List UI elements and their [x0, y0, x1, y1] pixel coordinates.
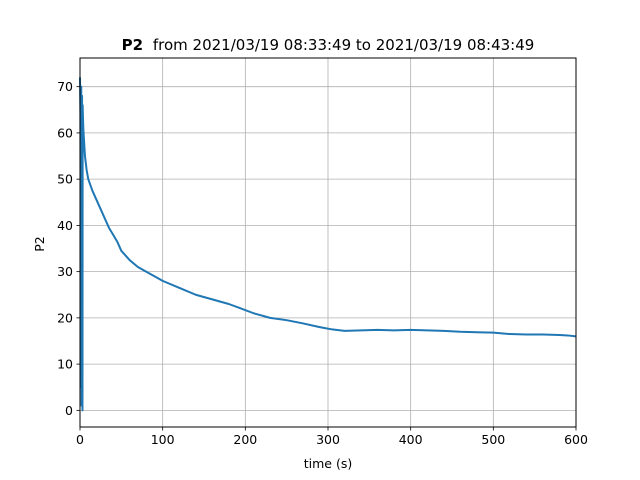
y-tick-label: 50	[57, 172, 73, 187]
y-tick-label: 10	[57, 357, 73, 372]
x-tick-label: 500	[481, 432, 505, 447]
y-tick-label: 20	[57, 310, 73, 325]
grid-lines	[79, 58, 577, 427]
chart-title: P2 from 2021/03/19 08:33:49 to 2021/03/1…	[122, 36, 535, 54]
y-tick-label: 0	[65, 403, 73, 418]
x-tick-label: 100	[151, 432, 175, 447]
y-tick-label: 40	[57, 218, 73, 233]
x-tick-label: 0	[76, 432, 84, 447]
chart-title-bold: P2	[122, 36, 143, 54]
series-layer	[79, 77, 577, 412]
x-axis-label: time (s)	[304, 456, 352, 471]
x-tick-label: 400	[399, 432, 423, 447]
x-tick-label: 200	[233, 432, 257, 447]
x-tick-label: 600	[564, 432, 588, 447]
y-tick-label: 70	[57, 79, 73, 94]
x-tick-label: 300	[316, 432, 340, 447]
y-axis: 0 10 20 30 40 50 60 70	[57, 79, 80, 418]
y-tick-label: 30	[57, 264, 73, 279]
x-axis: 0 100 200 300 400 500 600	[76, 427, 588, 447]
y-tick-label: 60	[57, 125, 73, 140]
series-line-0	[79, 77, 577, 412]
y-axis-label: P2	[32, 236, 47, 252]
chart-title-rest: from 2021/03/19 08:33:49 to 2021/03/19 0…	[153, 36, 534, 54]
